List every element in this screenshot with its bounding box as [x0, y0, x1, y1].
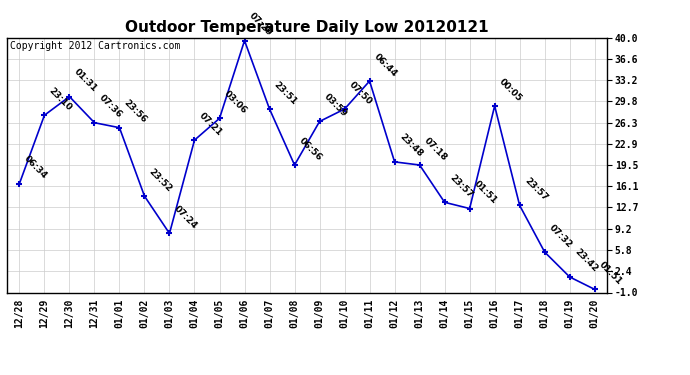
- Text: 01:51: 01:51: [473, 179, 499, 206]
- Text: 01:51: 01:51: [598, 260, 624, 286]
- Text: 03:59: 03:59: [322, 92, 349, 118]
- Text: 07:50: 07:50: [347, 80, 374, 106]
- Text: 23:56: 23:56: [122, 98, 149, 125]
- Text: 07:24: 07:24: [172, 204, 199, 231]
- Text: 23:52: 23:52: [147, 167, 174, 194]
- Text: 03:06: 03:06: [222, 89, 248, 116]
- Text: 23:51: 23:51: [273, 80, 299, 106]
- Text: Copyright 2012 Cartronics.com: Copyright 2012 Cartronics.com: [10, 41, 180, 51]
- Text: 07:29: 07:29: [247, 11, 274, 38]
- Text: 06:44: 06:44: [373, 52, 399, 78]
- Text: 23:10: 23:10: [47, 86, 74, 112]
- Text: 07:21: 07:21: [197, 111, 224, 137]
- Text: 06:34: 06:34: [22, 154, 49, 181]
- Text: 23:42: 23:42: [573, 248, 599, 274]
- Text: 23:57: 23:57: [447, 173, 474, 200]
- Text: 23:57: 23:57: [522, 176, 549, 203]
- Text: 01:31: 01:31: [72, 67, 99, 94]
- Text: 07:36: 07:36: [97, 93, 124, 120]
- Text: 07:18: 07:18: [422, 136, 449, 162]
- Text: 06:56: 06:56: [297, 136, 324, 162]
- Title: Outdoor Temperature Daily Low 20120121: Outdoor Temperature Daily Low 20120121: [126, 20, 489, 35]
- Text: 23:48: 23:48: [397, 132, 424, 159]
- Text: 00:05: 00:05: [497, 77, 524, 103]
- Text: 07:32: 07:32: [547, 223, 574, 249]
